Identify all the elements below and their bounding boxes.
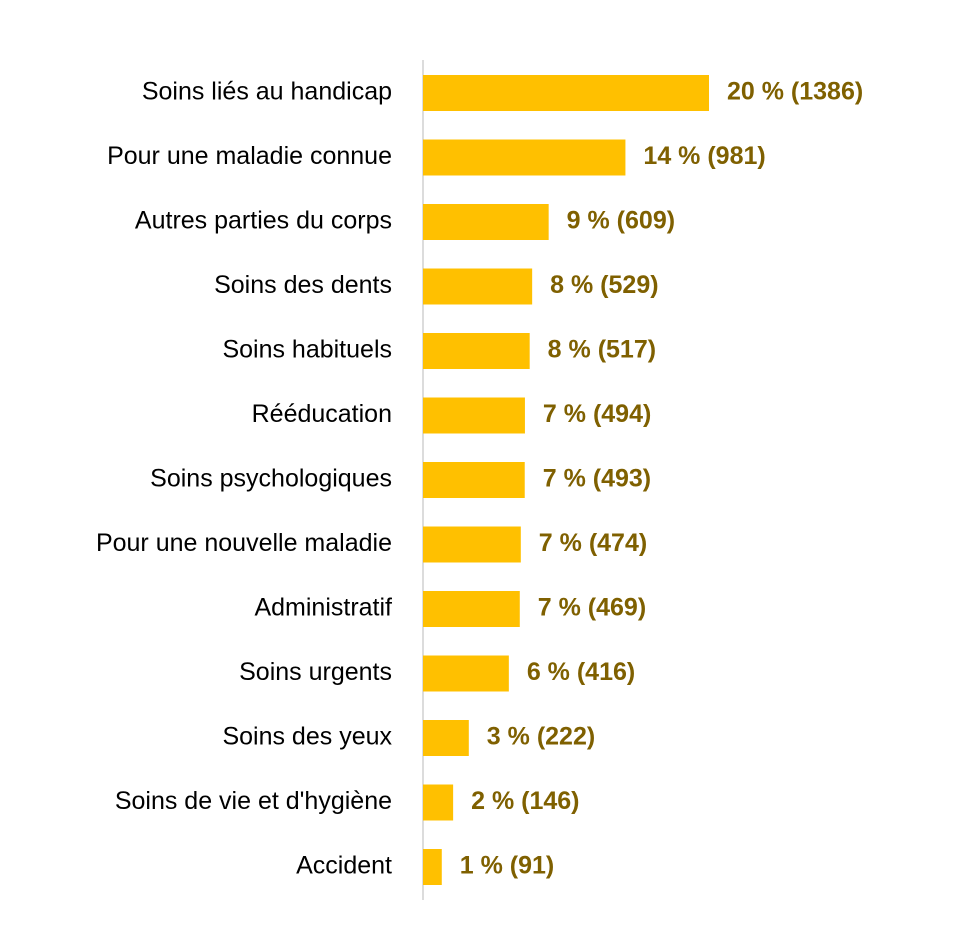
- category-label: Soins habituels: [222, 336, 392, 364]
- category-label: Soins liés au handicap: [142, 78, 392, 106]
- bar: [423, 849, 442, 885]
- bar: [423, 655, 509, 692]
- category-label: Soins psychologiques: [150, 465, 392, 493]
- category-label: Soins des yeux: [222, 723, 392, 751]
- category-label: Pour une nouvelle maladie: [96, 529, 392, 557]
- category-label: Soins des dents: [214, 271, 392, 299]
- value-label: 6 % (416): [527, 658, 635, 686]
- value-label: 7 % (474): [539, 529, 647, 557]
- category-label: Accident: [296, 852, 392, 880]
- bar: [423, 204, 549, 240]
- value-label: 20 % (1386): [727, 78, 863, 106]
- value-label: 8 % (529): [550, 271, 658, 299]
- bar: [423, 75, 709, 111]
- value-label: 7 % (493): [543, 465, 651, 493]
- bar: [423, 591, 520, 627]
- value-label: 8 % (517): [548, 336, 656, 364]
- category-label: Administratif: [254, 594, 392, 622]
- value-label: 9 % (609): [567, 207, 675, 235]
- bar: [423, 397, 525, 434]
- category-label: Pour une maladie connue: [107, 142, 392, 170]
- value-label: 1 % (91): [460, 852, 554, 880]
- category-label: Soins urgents: [239, 658, 392, 686]
- value-label: 2 % (146): [471, 787, 579, 815]
- category-label: Soins de vie et d'hygiène: [115, 787, 392, 815]
- value-label: 7 % (494): [543, 400, 651, 428]
- bar: [423, 720, 469, 756]
- bar: [423, 333, 530, 369]
- category-label: Autres parties du corps: [135, 207, 392, 235]
- value-label: 7 % (469): [538, 594, 646, 622]
- value-label: 3 % (222): [487, 723, 595, 751]
- bar: [423, 462, 525, 498]
- bar: [423, 139, 626, 176]
- bar: [423, 526, 521, 563]
- bar: [423, 784, 454, 821]
- value-label: 14 % (981): [643, 142, 765, 170]
- bar: [423, 268, 533, 305]
- category-label: Rééducation: [252, 400, 392, 428]
